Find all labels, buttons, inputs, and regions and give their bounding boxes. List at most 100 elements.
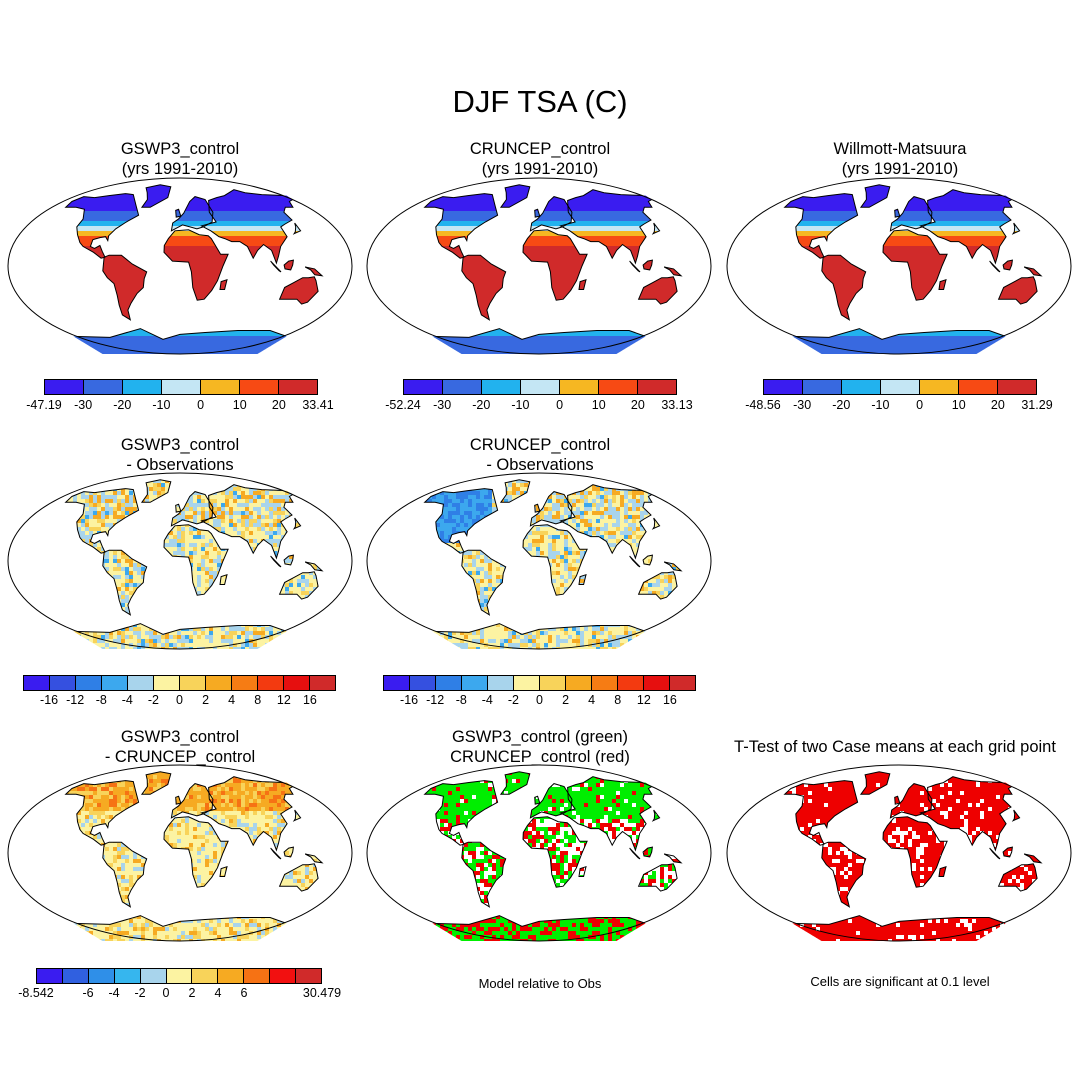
coastline-sumatra: [989, 260, 1001, 273]
coastline-australia: [637, 571, 678, 600]
coastline-borneo: [283, 846, 294, 858]
map-panel-gswp3-cruncep: [7, 764, 353, 942]
coastline-sumatra: [989, 847, 1001, 860]
colorbar-tick-label: 16: [303, 693, 317, 707]
map-border: [7, 177, 353, 355]
coastline-africa: [882, 229, 948, 301]
map-background: [367, 473, 711, 649]
coastline-greenland: [499, 771, 531, 795]
map-panel-cruncep: [366, 177, 712, 355]
colorbar-swatch: [114, 969, 141, 983]
coastline-borneo: [1002, 259, 1013, 271]
colorbar-tick-label: 0: [197, 398, 204, 412]
coastline-borneo: [283, 259, 294, 271]
colorbar-tick-label: -10: [152, 398, 170, 412]
colorbar-ticks-gswp3-cruncep: -8.542 -6 -4 -2 0 2 4 6 30.479: [18, 986, 341, 1002]
coastline-asia: [559, 189, 653, 265]
panel-title-willmott: Willmott-Matsuura (yrs 1991-2010): [750, 139, 1050, 179]
colorbar-tick-label: 2: [202, 693, 209, 707]
colorbar-swatch: [592, 676, 618, 690]
colorbar-ticks-cruncep: -52.24 -30 -20 -10 0 10 20 33.13: [385, 398, 692, 414]
colorbar-tick-label: 31.29: [1021, 398, 1052, 412]
panel-title-line1: GSWP3_control: [30, 727, 330, 747]
panel-title-line1: CRUNCEP_control: [390, 435, 690, 455]
coastline-asia: [200, 189, 294, 265]
colorbar-tick-label: 2: [189, 986, 196, 1000]
coastline-sumatra: [270, 847, 282, 860]
panel-title-line2: - Observations: [30, 455, 330, 475]
coastline-north-america: [423, 193, 499, 259]
panel-title-gswp3: GSWP3_control (yrs 1991-2010): [30, 139, 330, 179]
coastline-madagascar: [938, 278, 947, 290]
coastline-europe: [529, 783, 573, 819]
coastline-uk: [894, 795, 901, 805]
coastline-south-america: [821, 841, 867, 908]
colorbar-tick-label: -52.24: [385, 398, 420, 412]
colorbar-tick-label: 16: [663, 693, 677, 707]
panel-title-line2: CRUNCEP_control (red): [390, 747, 690, 767]
coastline-uk: [534, 795, 541, 805]
colorbar-swatch: [881, 380, 920, 394]
coastline-uk: [534, 503, 541, 513]
coastline-greenland: [140, 184, 172, 208]
colorbar-cruncep: [403, 379, 677, 395]
colorbar-swatch: [488, 676, 514, 690]
coastline-australia: [278, 571, 319, 600]
coastline-greenland: [140, 771, 172, 795]
coastline-uk: [175, 795, 182, 805]
colorbar-tick-label: 20: [631, 398, 645, 412]
colorbar-tick-label: -20: [832, 398, 850, 412]
colorbar-swatch: [140, 969, 167, 983]
coastline-south-america: [461, 254, 507, 321]
coastlines: [423, 771, 683, 941]
colorbar-swatch: [644, 676, 670, 690]
colorbar-swatch: [232, 676, 258, 690]
colorbar-tick-label: 0: [556, 398, 563, 412]
coastline-sumatra: [629, 847, 641, 860]
map-panel-relative: [366, 764, 712, 942]
coastline-borneo: [642, 846, 653, 858]
coastline-madagascar: [219, 865, 228, 877]
colorbar-swatch: [310, 676, 335, 690]
coastline-australia: [278, 863, 319, 892]
coastline-europe: [529, 491, 573, 527]
colorbar-tick-label: 8: [254, 693, 261, 707]
panel-title-ttest: T-Test of two Case means at each grid po…: [720, 737, 1070, 757]
coastline-europe: [889, 783, 933, 819]
panel-title-line1: GSWP3_control: [30, 435, 330, 455]
colorbar-swatch: [88, 969, 115, 983]
coastline-north-america: [64, 488, 140, 554]
colorbar-swatch: [128, 676, 154, 690]
coastline-new-guinea: [304, 561, 324, 572]
colorbar-tick-label: 4: [588, 693, 595, 707]
colorbar-tick-label: 10: [952, 398, 966, 412]
colorbar-gswp3: [44, 379, 318, 395]
coastline-north-america: [423, 488, 499, 554]
coastline-japan: [292, 517, 302, 530]
colorbar-tick-label: 10: [233, 398, 247, 412]
colorbar-swatch: [566, 676, 592, 690]
panel-title-line2: (yrs 1991-2010): [750, 159, 1050, 179]
colorbar-swatch: [84, 380, 123, 394]
colorbar-swatch: [803, 380, 842, 394]
colorbar-tick-label: 33.41: [302, 398, 333, 412]
coastline-madagascar: [578, 278, 587, 290]
coastline-antarctica: [430, 915, 647, 941]
map-background: [8, 765, 352, 941]
colorbar-swatch: [842, 380, 881, 394]
coastline-madagascar: [219, 573, 228, 585]
coastline-greenland: [859, 184, 891, 208]
coastline-africa: [163, 229, 229, 301]
map-border: [726, 764, 1072, 942]
colorbar-swatch: [102, 676, 128, 690]
coastline-asia: [200, 484, 294, 560]
colorbar-gswp3-obs: [23, 675, 336, 691]
coastline-new-guinea: [304, 853, 324, 864]
colorbar-tick-label: 12: [277, 693, 291, 707]
coastline-japan: [651, 809, 661, 822]
colorbar-tick-label: -10: [871, 398, 889, 412]
colorbar-tick-label: -30: [433, 398, 451, 412]
map-panel-willmott: [726, 177, 1072, 355]
coastline-australia: [997, 276, 1038, 305]
coastline-north-america: [64, 780, 140, 846]
